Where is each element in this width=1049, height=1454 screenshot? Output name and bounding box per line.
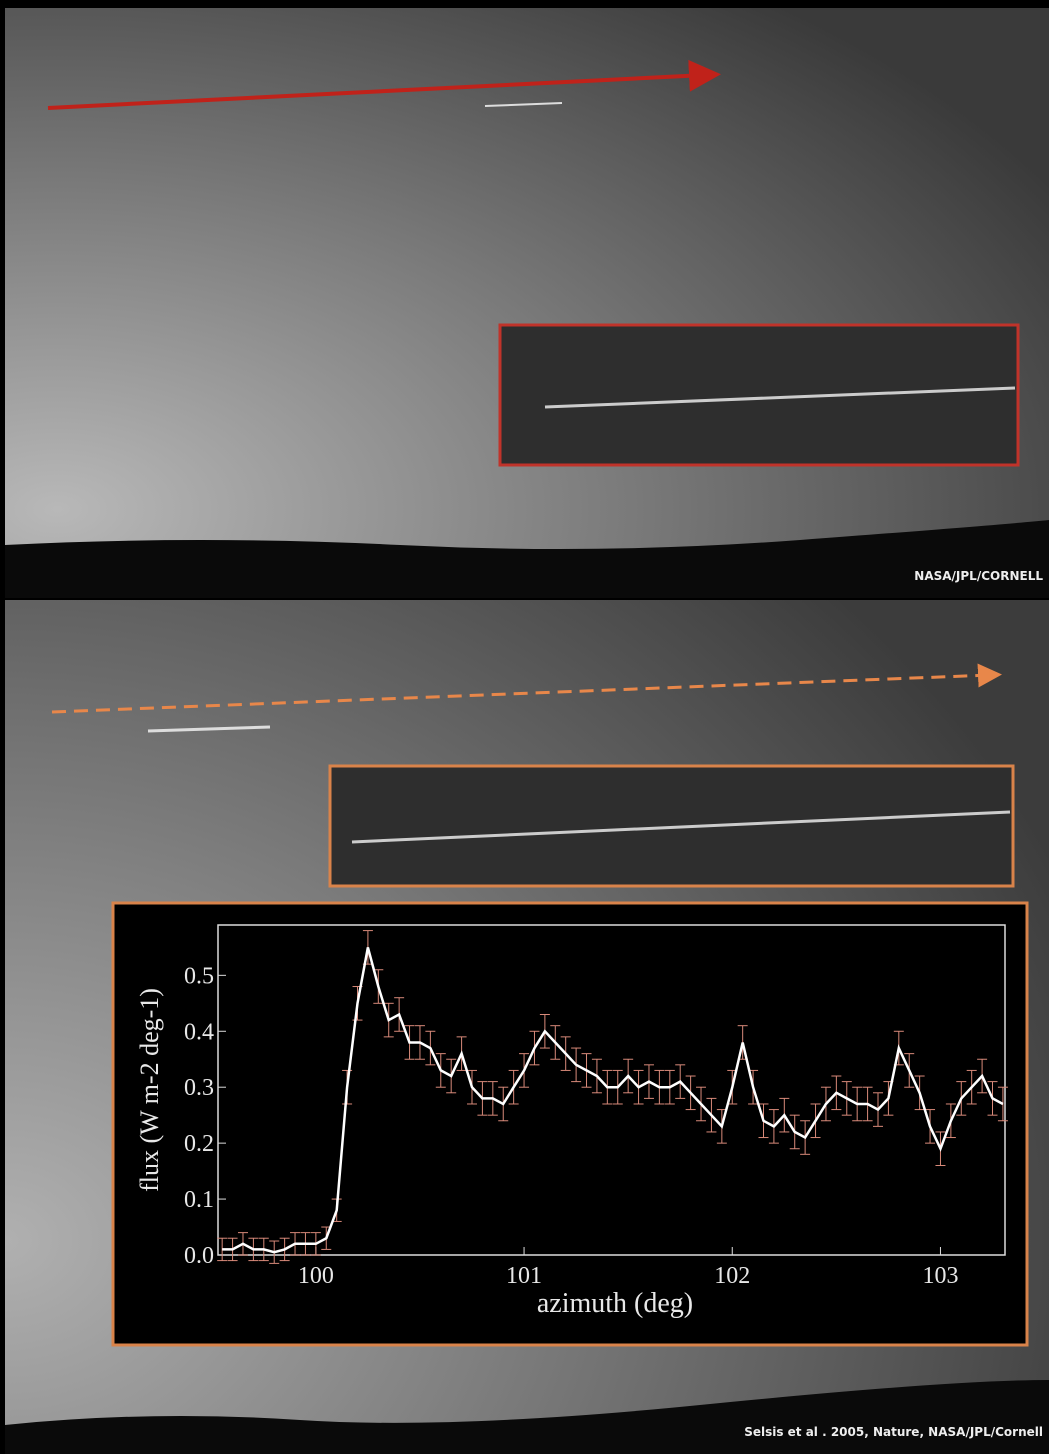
credit: Selsis et al . 2005, Nature, NASA/JPL/Co… (744, 1425, 1043, 1439)
x-tick-label: 103 (922, 1263, 958, 1289)
x-tick-label: 101 (506, 1263, 542, 1289)
x-axis-label: azimuth (deg) (537, 1288, 693, 1319)
x-tick-label: 100 (298, 1263, 334, 1289)
y-tick-label: 0.2 (184, 1131, 214, 1157)
chart-panel (113, 903, 1027, 1345)
page: NASA/JPL/CORNELL azimuth (deg) flux (W m… (0, 0, 1049, 1454)
y-tick-label: 0.1 (184, 1187, 214, 1213)
credit: NASA/JPL/CORNELL (914, 569, 1043, 583)
y-axis-label: flux (W m-2 deg-1) (135, 988, 164, 1192)
inset (500, 325, 1018, 465)
y-tick-label: 0.3 (184, 1075, 214, 1101)
y-tick-label: 0.5 (184, 963, 214, 989)
figure: NASA/JPL/CORNELL azimuth (deg) flux (W m… (0, 0, 1049, 1454)
y-tick-label: 0.4 (184, 1019, 214, 1045)
photo-top (5, 8, 1049, 598)
x-tick-label: 102 (714, 1263, 750, 1289)
y-tick-label: 0.0 (184, 1243, 214, 1269)
